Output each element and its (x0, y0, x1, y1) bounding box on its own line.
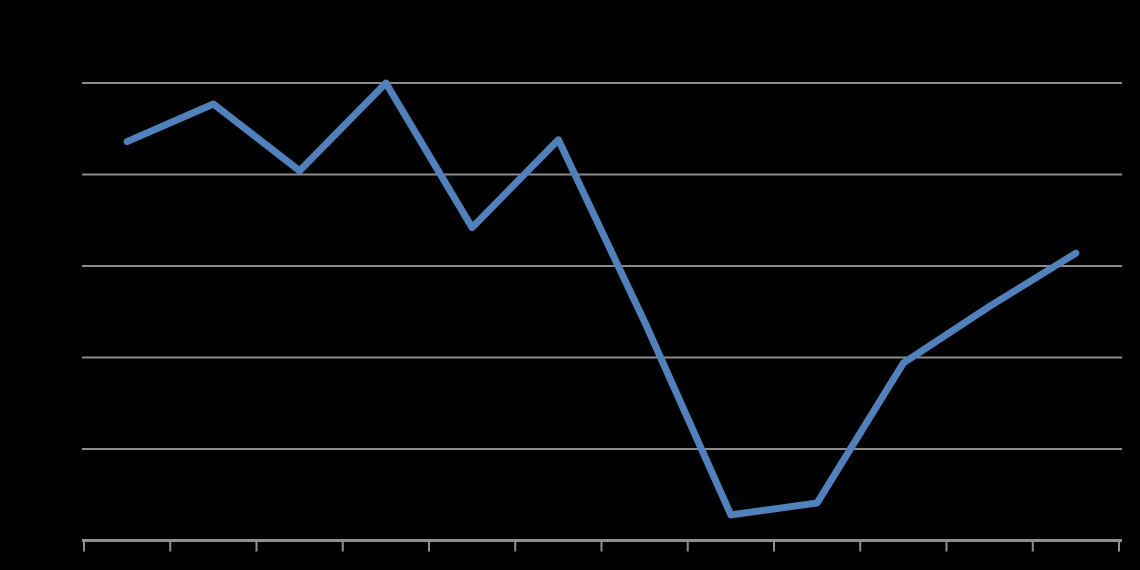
y-gridlines (82, 82, 1122, 450)
series-line (123, 79, 1080, 519)
data-series (123, 79, 1080, 519)
x-axis-ticks (83, 542, 1120, 552)
